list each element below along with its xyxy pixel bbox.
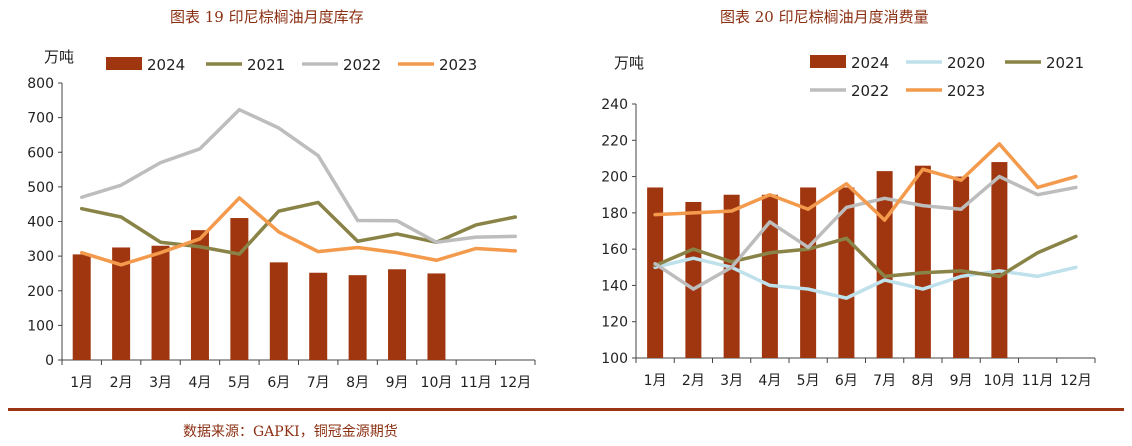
right-chart-title: 图表 20 印尼棕榈油月度消费量 [720,8,929,26]
right-legend-label-2022: 2022 [851,82,889,100]
left-x-tick-label: 11月 [460,375,492,391]
right-x-tick-label: 3月 [720,373,743,389]
right-chart: 万吨 100 120 140 160 180 200 220 240 1月 2月 3月 4月 5月 6月 7月… [601,54,1096,389]
left-y-axis-unit: 万吨 [44,48,74,66]
left-x-tick-label: 3月 [149,375,172,391]
right-y-tick-label: 200 [601,170,628,186]
left-y-tick-label: 400 [27,215,54,231]
source-note: 数据来源：GAPKI，铜冠金源期货 [183,424,398,440]
right-legend-label-2020: 2020 [947,54,985,72]
left-y-tick-label: 100 [27,318,54,334]
left-legend-label-2021: 2021 [247,56,285,74]
left-bar-2024 [309,272,328,360]
right-bar-2024 [723,194,740,358]
left-bar-2024 [269,262,288,360]
right-x-tick-label: 10月 [983,373,1015,389]
left-bar-2024 [72,254,91,360]
right-bar-2024 [685,201,702,358]
left-legend-label-2024: 2024 [147,56,185,74]
left-x-tick-label: 7月 [307,375,330,391]
right-x-tick-label: 4月 [758,373,781,389]
left-y-tick-label: 500 [27,180,54,196]
left-y-tick-label: 200 [27,284,54,300]
left-bar-2024 [230,218,249,360]
right-x-tick-label: 2月 [682,373,705,389]
right-y-tick-label: 140 [601,278,628,294]
right-bar-2024 [761,194,778,358]
left-legend-swatch-2024 [106,57,142,70]
left-x-tick-label: 5月 [228,375,251,391]
left-legend-label-2023: 2023 [439,56,477,74]
right-x-tick-label: 8月 [911,373,934,389]
right-y-tick-label: 120 [601,315,628,331]
right-y-tick-label: 180 [601,206,628,222]
left-y-tick-label: 600 [27,145,54,161]
right-legend-label-2023: 2023 [947,82,985,100]
right-line-2023 [653,142,1078,222]
right-bar-2024 [800,187,817,358]
left-y-tick-label: 700 [27,111,54,127]
left-bar-2024 [427,273,446,360]
left-bar-2024 [190,230,209,360]
left-x-tick-label: 9月 [386,375,409,391]
right-bar-2024 [991,162,1008,358]
left-x-tick-label: 8月 [346,375,369,391]
left-bar-2024 [388,269,407,360]
right-x-tick-label: 1月 [644,373,667,389]
left-x-tick-label: 12月 [499,375,531,391]
left-x-tick-label: 10月 [421,375,453,391]
left-x-tick-label: 4月 [188,375,211,391]
left-x-tick-label: 6月 [267,375,290,391]
right-y-tick-label: 240 [601,97,628,113]
right-x-tick-label: 5月 [797,373,820,389]
right-bar-2024 [953,176,970,358]
right-bar-2024 [914,165,931,358]
right-line-2020 [653,256,1078,300]
right-y-tick-label: 160 [601,242,628,258]
right-x-tick-label: 11月 [1022,373,1054,389]
left-x-tick-label: 2月 [110,375,133,391]
right-x-tick-label: 9月 [950,373,973,389]
left-bar-2024 [151,245,170,360]
left-bar-2024 [112,247,131,360]
right-legend-label-2021: 2021 [1046,54,1084,72]
left-x-tick-label: 1月 [70,375,93,391]
left-legend-label-2022: 2022 [343,56,381,74]
left-line-2021 [79,200,518,256]
left-y-tick-label: 0 [45,353,54,369]
left-y-tick-label: 300 [27,249,54,265]
left-line-2022 [79,107,518,245]
left-line-2023 [79,196,518,267]
right-legend-label-2024: 2024 [851,54,889,72]
footer-divider [8,408,1124,411]
right-y-tick-label: 220 [601,133,628,149]
right-y-axis-unit: 万吨 [614,54,644,72]
right-x-tick-label: 6月 [835,373,858,389]
right-line-2021 [653,234,1078,279]
left-y-tick-label: 800 [27,76,54,92]
left-bar-2024 [348,275,367,360]
right-x-tick-label: 12月 [1060,373,1092,389]
right-bar-2024 [647,187,664,358]
right-x-tick-label: 7月 [873,373,896,389]
right-y-tick-label: 100 [601,351,628,367]
right-legend-swatch-2024 [810,55,846,68]
left-chart: 万吨 0 100 200 300 400 500 600 700 800 1月 2月 3月 4月 5月 6月 7… [27,48,536,391]
left-chart-title: 图表 19 印尼棕榈油月度库存 [170,8,364,26]
right-bar-2024 [838,187,855,358]
